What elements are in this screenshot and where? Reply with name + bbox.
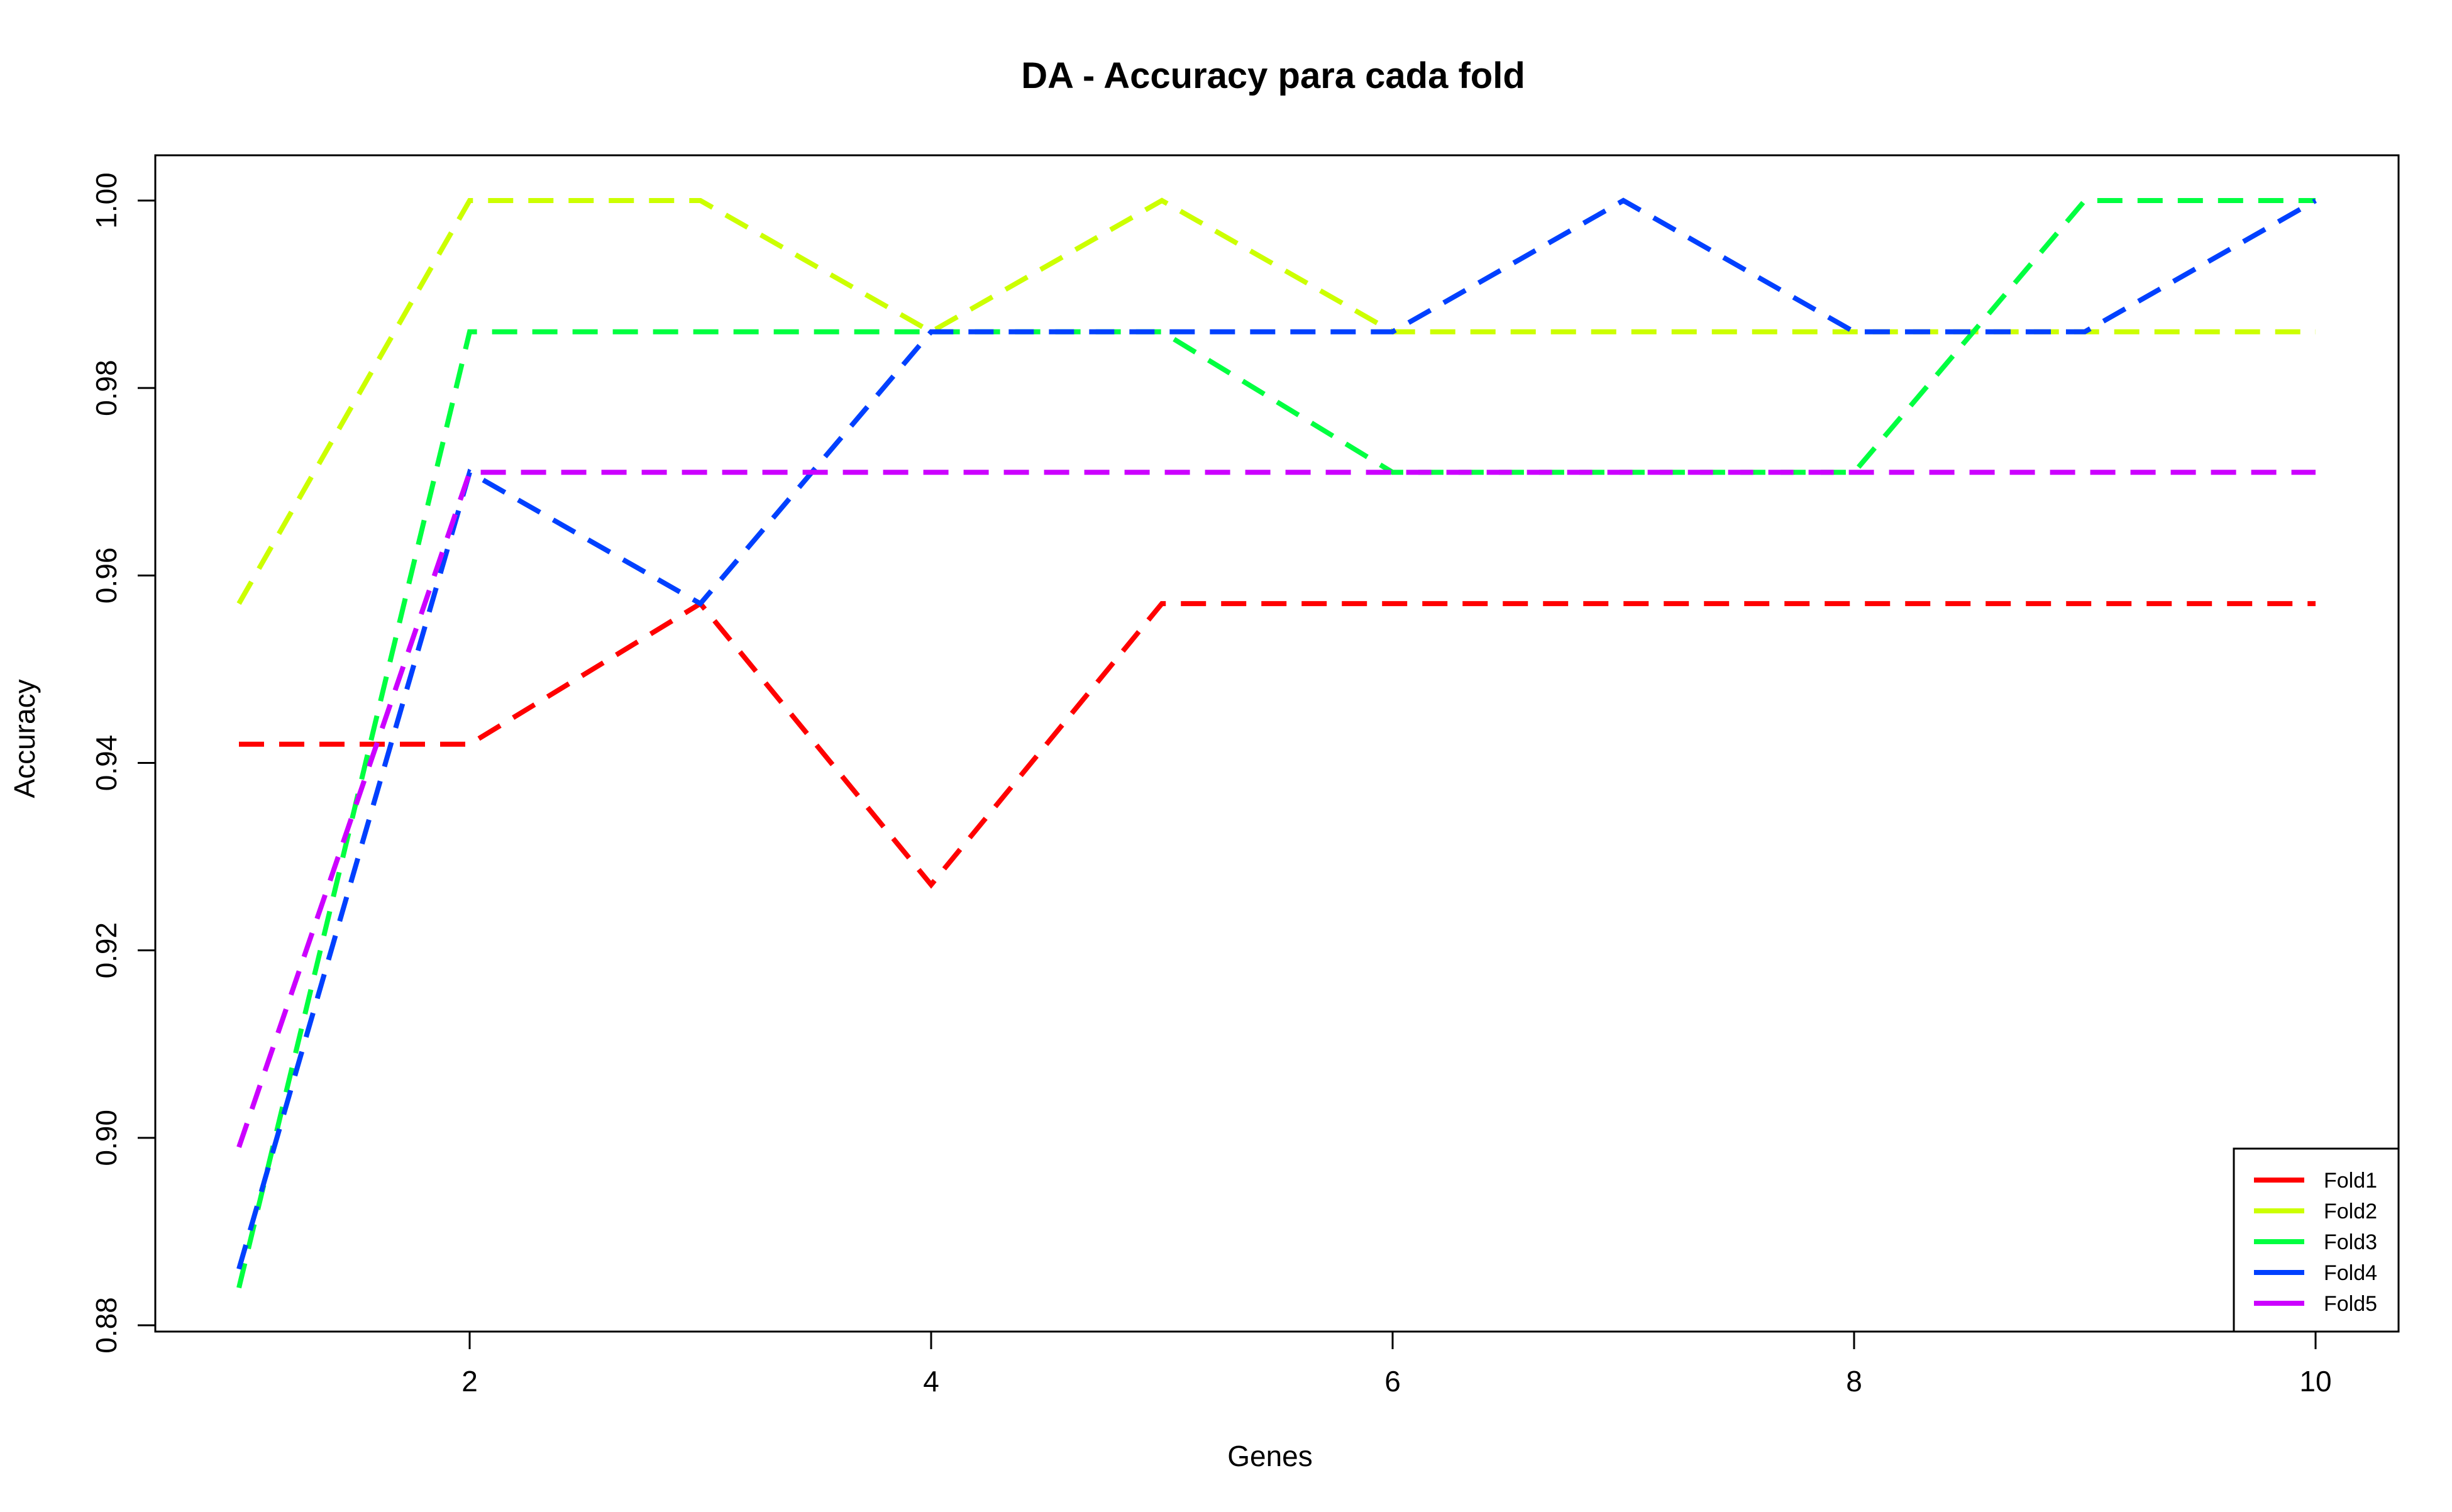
legend-label-fold5: Fold5: [2324, 1292, 2377, 1316]
y-tick-label: 0.94: [90, 735, 123, 792]
y-axis-label: Accuracy: [8, 679, 41, 798]
y-tick-label: 1.00: [90, 172, 123, 229]
x-tick-label: 10: [2299, 1365, 2331, 1398]
series-line-fold4: [236, 197, 2317, 1270]
y-tick-label: 0.88: [90, 1297, 123, 1354]
series-line-fold1: [239, 600, 2316, 889]
series-line-fold5: [236, 470, 2316, 1148]
plot-frame: [154, 154, 2400, 1333]
y-tick-label: 0.90: [90, 1110, 123, 1166]
x-axis-label: Genes: [1227, 1440, 1313, 1472]
legend-label-fold2: Fold2: [2324, 1200, 2377, 1223]
series-line-fold3: [236, 198, 2316, 1289]
legend-label-fold3: Fold3: [2324, 1230, 2377, 1254]
x-tick-label: 6: [1384, 1365, 1401, 1398]
plot-area: 2 4 6 8 10 0.88 0.90 0.92 0.94 0.96 0.98 1.00 Fold1 F…: [90, 154, 2400, 1398]
y-tick-label: 0.92: [90, 922, 123, 979]
x-tick-label: 2: [461, 1365, 478, 1398]
x-tick-label: 8: [1846, 1365, 1862, 1398]
chart-title: DA - Accuracy para cada fold: [1021, 55, 1525, 96]
x-tick-label: 4: [923, 1365, 939, 1398]
y-tick-label: 0.96: [90, 548, 123, 604]
legend-label-fold4: Fold4: [2324, 1261, 2377, 1285]
y-tick-label: 0.98: [90, 360, 123, 416]
legend-label-fold1: Fold1: [2324, 1169, 2377, 1193]
